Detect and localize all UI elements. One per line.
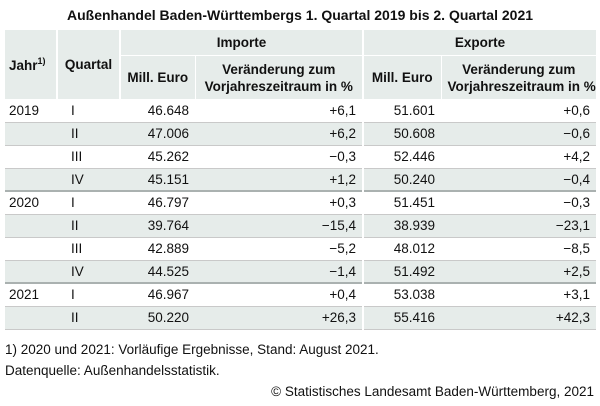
table-row: III 45.262 −0,3 52.446 +4,2 [5,145,597,169]
cell-quartal: I [57,99,120,123]
cell-import-change: −0,3 [195,145,365,169]
cell-import-change: −1,4 [195,260,365,284]
cell-import-value: 45.262 [120,145,195,169]
cell-quartal: I [57,282,120,307]
cell-jahr [5,237,57,261]
cell-jahr [5,306,57,330]
cell-import-value: 39.764 [120,214,195,238]
table-row: 2019 I 46.648 +6,1 51.601 +0,6 [5,99,597,123]
cell-import-value: 50.220 [120,306,195,330]
table-row: III 42.889 −5,2 48.012 −8,5 [5,237,597,261]
cell-jahr [5,214,57,238]
cell-quartal: III [57,237,120,261]
footnote-marker: 1) [37,55,46,66]
cell-export-change: −8,5 [441,237,597,261]
cell-quartal: II [57,306,120,330]
cell-jahr [5,145,57,169]
cell-import-value: 46.967 [120,282,195,307]
cell-jahr: 2021 [5,282,57,307]
cell-export-value: 51.492 [363,260,442,284]
header-import-mill-euro: Mill. Euro [120,55,196,99]
cell-jahr: 2019 [5,99,57,123]
cell-quartal: I [57,190,120,215]
header-quartal: Quartal [57,30,121,100]
cell-export-value: 50.608 [363,122,442,146]
cell-export-change: +0,6 [441,99,597,123]
table-row: 2021 I 46.967 +0,4 53.038 +3,1 [5,282,597,307]
cell-import-change: +6,1 [195,99,365,123]
cell-export-value: 50.240 [363,168,442,192]
cell-export-change: −0,6 [441,122,597,146]
cell-export-value: 48.012 [363,237,442,261]
header-export-mill-euro: Mill. Euro [363,55,442,99]
header-import-veraenderung: Veränderung zum Vorjahreszeitraum in % [195,55,365,99]
table-row: II 47.006 +6,2 50.608 −0,6 [5,122,597,146]
cell-import-value: 44.525 [120,260,195,284]
cell-import-value: 45.151 [120,168,195,192]
cell-import-change: −15,4 [195,214,365,238]
cell-jahr [5,260,57,284]
header-exporte: Exporte [363,30,597,56]
cell-export-value: 55.416 [363,306,442,330]
cell-import-change: +0,4 [195,282,365,307]
cell-import-value: 47.006 [120,122,195,146]
cell-quartal: II [57,214,120,238]
cell-import-change: +26,3 [195,306,365,330]
cell-import-change: −5,2 [195,237,365,261]
cell-export-change: −0,4 [441,168,597,192]
cell-export-value: 51.451 [363,190,442,215]
cell-jahr [5,122,57,146]
copyright: © Statistisches Landesamt Baden-Württemb… [271,384,594,399]
cell-quartal: II [57,122,120,146]
table-row: IV 45.151 +1,2 50.240 −0,4 [5,168,597,192]
trade-table: Jahr1) Quartal Importe Exporte Mill. Eur… [5,30,597,330]
table-row: IV 44.525 −1,4 51.492 +2,5 [5,260,597,284]
header-jahr: Jahr1) [5,30,58,100]
cell-import-value: 42.889 [120,237,195,261]
cell-jahr: 2020 [5,190,57,215]
footnote-1: 1) 2020 und 2021: Vorläufige Ergebnisse,… [5,342,379,357]
cell-jahr [5,168,57,192]
cell-export-change: +2,5 [441,260,597,284]
cell-export-change: +3,1 [441,282,597,307]
data-source: Datenquelle: Außenhandelsstatistik. [5,363,220,378]
cell-export-change: +4,2 [441,145,597,169]
table-title: Außenhandel Baden-Württembergs 1. Quarta… [66,7,534,23]
cell-import-value: 46.797 [120,190,195,215]
table-row: 2020 I 46.797 +0,3 51.451 −0,3 [5,190,597,215]
cell-quartal: III [57,145,120,169]
cell-import-change: +6,2 [195,122,365,146]
cell-import-change: +0,3 [195,190,365,215]
header-export-veraenderung: Veränderung zum Vorjahreszeitraum in % [441,55,597,99]
cell-export-change: −0,3 [441,190,597,215]
cell-export-value: 38.939 [363,214,442,238]
cell-quartal: IV [57,168,120,192]
table-body: 2019 I 46.648 +6,1 51.601 +0,6 II 47.006 +6,2 50.… [5,99,597,330]
cell-export-change: +42,3 [441,306,597,330]
table-row: II 39.764 −15,4 38.939 −23,1 [5,214,597,238]
cell-export-change: −23,1 [441,214,597,238]
cell-export-value: 51.601 [363,99,442,123]
cell-export-value: 53.038 [363,282,442,307]
table-row: II 50.220 +26,3 55.416 +42,3 [5,306,597,330]
header-importe: Importe [120,30,365,56]
cell-export-value: 52.446 [363,145,442,169]
cell-import-change: +1,2 [195,168,365,192]
cell-quartal: IV [57,260,120,284]
cell-import-value: 46.648 [120,99,195,123]
